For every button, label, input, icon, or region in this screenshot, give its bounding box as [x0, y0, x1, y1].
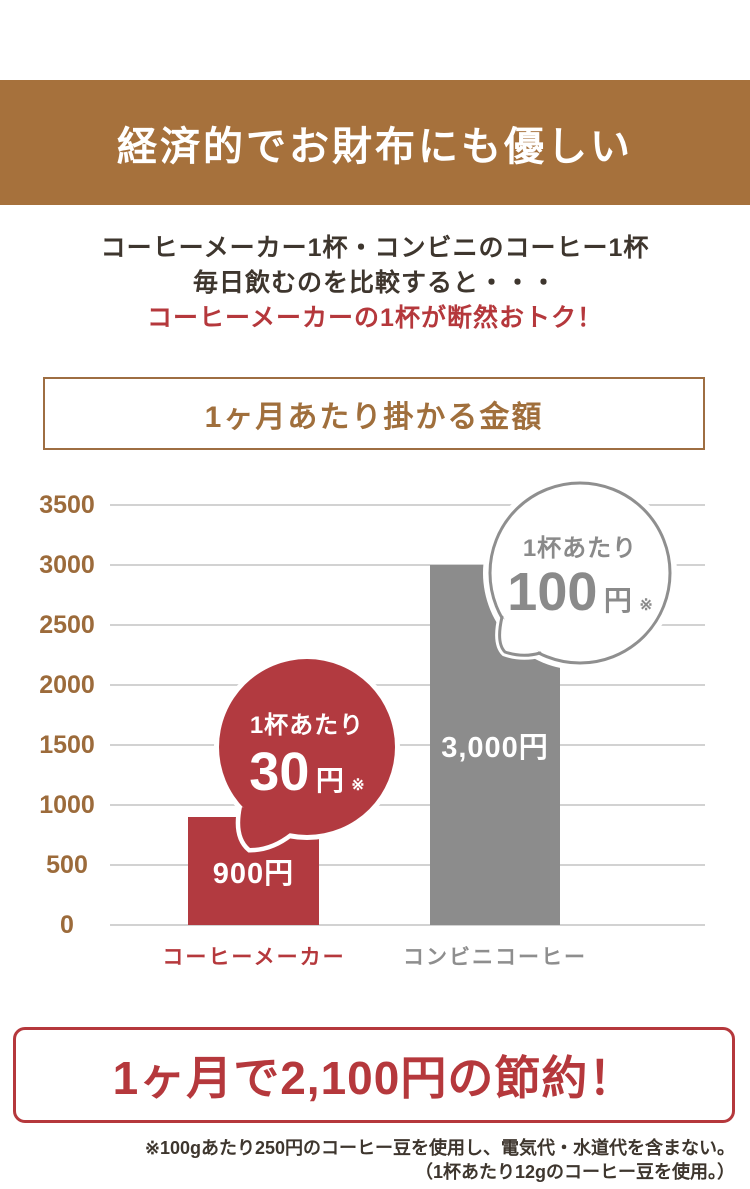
header-banner: 経済的でお財布にも優しい — [0, 80, 750, 205]
gridline — [110, 924, 705, 926]
footnote-line-2: （1杯あたり12gのコーヒー豆を使用。） — [414, 1162, 735, 1182]
savings-text: 1ヶ月で2,100円の節約！ — [112, 1052, 636, 1104]
gridline — [110, 804, 705, 806]
savings-box: 1ヶ月で2,100円の節約！ — [13, 1027, 735, 1123]
gridline — [110, 504, 705, 506]
gridline — [110, 744, 705, 746]
y-axis-tick-label: 1500 — [39, 731, 95, 759]
intro-line-2: 毎日飲むのを比較すると・・・ — [192, 269, 557, 297]
footnote-line-1: ※100gあたり250円のコーヒー豆を使用し、電気代・水道代を含まない。 — [144, 1138, 735, 1158]
chart-title: 1ヶ月あたり掛かる金額 — [204, 400, 544, 434]
bar-value-label: 900円 — [212, 858, 295, 890]
gridline — [110, 864, 705, 866]
gridline — [110, 564, 705, 566]
y-axis-tick-label: 2000 — [39, 671, 95, 699]
plot-area: 900円 3,000円 3500 3000 2500 2000 1500 1000 500 0 — [39, 491, 705, 939]
intro-line-1: コーヒーメーカー1杯・コンビニのコーヒー1杯 — [100, 234, 650, 262]
page-title: 経済的でお財布にも優しい — [117, 124, 633, 169]
intro-highlight: コーヒーメーカーの1杯が断然おトク！ — [147, 304, 603, 332]
footnote: ※100gあたり250円のコーヒー豆を使用し、電気代・水道代を含まない。 （1杯… — [145, 1136, 735, 1184]
y-axis-tick-label: 3500 — [39, 491, 95, 519]
gridline — [110, 624, 705, 626]
gridline — [110, 684, 705, 686]
bar-value-label: 3,000円 — [441, 732, 549, 764]
bar: 900円 — [188, 817, 319, 925]
y-axis-tick-label: 0 — [60, 911, 74, 939]
y-axis-tick-label: 3000 — [39, 551, 95, 579]
chart-title-box: 1ヶ月あたり掛かる金額 — [43, 377, 705, 450]
bar: 3,000円 — [430, 565, 560, 925]
y-axis-tick-label: 2500 — [39, 611, 95, 639]
category-label-convenience-coffee: コンビニコーヒー — [403, 946, 587, 969]
y-axis-tick-label: 1000 — [39, 791, 95, 819]
intro-text: コーヒーメーカー1杯・コンビニのコーヒー1杯 毎日飲むのを比較すると・・・ コー… — [0, 231, 750, 336]
category-label-coffee-maker: コーヒーメーカー — [162, 946, 346, 969]
y-axis-tick-label: 500 — [46, 851, 88, 879]
